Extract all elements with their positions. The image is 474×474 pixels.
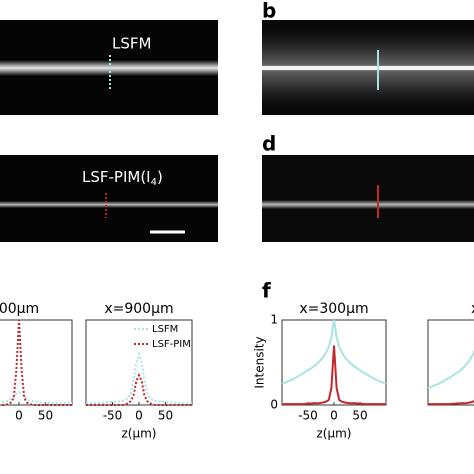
panel-label: b: [262, 0, 276, 23]
x-tick-label: 0: [330, 409, 338, 423]
plot-frame: [427, 319, 474, 406]
y-tick-label: 1: [270, 313, 278, 327]
annotation: LSFM: [112, 35, 151, 53]
panel-label: f: [262, 279, 271, 303]
x-tick-label: -50: [103, 409, 123, 423]
plot-frame: [281, 319, 387, 406]
plot-title: 00μm: [0, 301, 39, 317]
plot-title: x=900μm: [104, 301, 173, 317]
data-line: [0, 391, 72, 405]
light-sheet-core: [262, 66, 474, 70]
data-line: [281, 319, 387, 385]
y-tick-label: 0: [270, 398, 278, 412]
legend-label: LSFM: [152, 324, 178, 335]
legend-label: LSF-PIM: [152, 339, 191, 350]
panel-label: d: [262, 132, 276, 156]
y-axis-label: Intensity: [253, 336, 267, 388]
plot-frame: [0, 319, 73, 406]
x-tick-label: -50: [298, 409, 318, 423]
data-line: [0, 319, 72, 406]
x-tick-label: 0: [15, 409, 23, 423]
image-c: [0, 155, 218, 242]
x-axis-label: z(μm): [317, 427, 352, 441]
data-line: [427, 350, 474, 389]
x-axis-label: z(μm): [122, 427, 157, 441]
plot-title: x=: [471, 301, 474, 317]
x-tick-label: 0: [135, 409, 143, 423]
data-line: [428, 399, 474, 406]
x-tick-label: 50: [158, 409, 173, 423]
plot-title: x=300μm: [299, 301, 368, 317]
light-sheet: [0, 201, 218, 208]
x-tick-label: 50: [352, 409, 367, 423]
light-sheet: [262, 200, 474, 209]
data-line: [86, 350, 192, 405]
data-line: [86, 372, 192, 406]
x-tick-label: 50: [38, 409, 53, 423]
annotation: LSF-PIM(I4): [82, 168, 163, 189]
image-d: [262, 155, 474, 242]
data-line: [282, 345, 386, 406]
